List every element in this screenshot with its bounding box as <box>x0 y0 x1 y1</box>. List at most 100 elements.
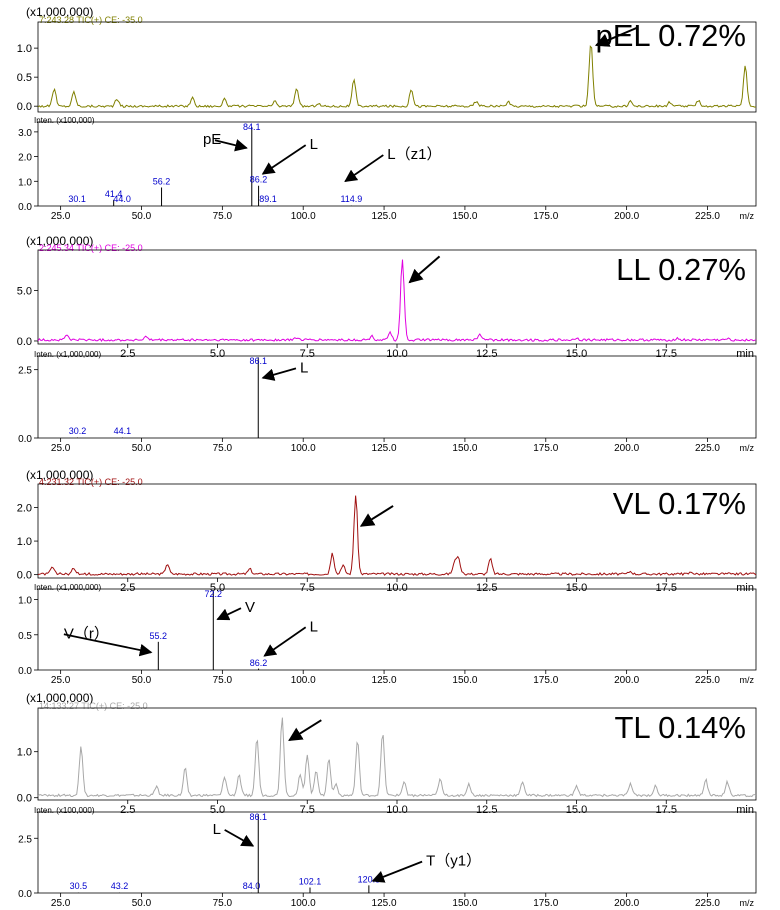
peptide-label: pEL 0.72% <box>595 18 746 53</box>
peak-label: 44.0 <box>113 194 131 204</box>
x-tick-label: 7.5 <box>300 804 315 816</box>
x-tick-label: 17.5 <box>656 804 677 816</box>
x-tick-label: 5.0 <box>210 348 225 360</box>
spec-x-tick-label: 200.0 <box>614 898 639 909</box>
spec-x-tick-label: 150.0 <box>452 443 477 454</box>
peak-label: 41.4 <box>105 189 123 199</box>
peak-arrow <box>288 719 322 742</box>
peak-label: 86.2 <box>250 658 268 668</box>
spectrum-frame <box>37 121 757 207</box>
fragment-arrow <box>263 626 307 657</box>
spectrum-frame <box>37 811 757 894</box>
peak-label: 84.0 <box>243 881 261 891</box>
peak-label: 30.1 <box>68 194 86 204</box>
x-tick-label: 15.0 <box>566 582 587 594</box>
chromatogram-trace <box>37 495 757 576</box>
x-tick-label: 2.5 <box>120 348 135 360</box>
spec-x-tick-label: 25.0 <box>51 675 71 686</box>
trace-header: 14:133.27 TIC(+) CE: -25.0 <box>39 701 148 711</box>
peak-label: 44.1 <box>114 426 132 436</box>
peak-label: 86.2 <box>250 175 268 185</box>
x-tick-label: 5.0 <box>210 804 225 816</box>
spec-x-tick-label: 125.0 <box>372 675 397 686</box>
peak-label: 43.2 <box>111 881 129 891</box>
fragment-arrow <box>344 154 384 183</box>
x-tick-label: 17.5 <box>656 582 677 594</box>
peak-label: 86.1 <box>249 812 267 822</box>
spec-x-tick-label: 50.0 <box>132 211 152 222</box>
spec-x-tick-label: 50.0 <box>132 675 152 686</box>
spec-x-tick-label: 150.0 <box>452 898 477 909</box>
spec-x-tick-label: 100.0 <box>291 443 316 454</box>
chromatogram-trace <box>37 717 757 798</box>
peak-label: 114.9 <box>340 194 362 204</box>
peak-arrow <box>359 505 394 527</box>
scale-label: (x1,000,000) <box>26 5 93 19</box>
spec-x-tick-label: 50.0 <box>132 898 152 909</box>
spec-y-tick-label: 0.0 <box>18 434 32 445</box>
fragment-arrow <box>224 829 255 847</box>
x-tick-label: 2.5 <box>120 582 135 594</box>
fragment-annotation: T（y1） <box>426 853 481 870</box>
peptide-label: VL 0.17% <box>613 486 746 521</box>
x-tick-label: 10.0 <box>386 804 407 816</box>
peak-label: 72.2 <box>205 589 223 599</box>
peak-label: 120.3 <box>358 874 381 884</box>
peak-label: 89.1 <box>259 194 277 204</box>
peak-arrow <box>408 255 441 284</box>
peak-label: 84.1 <box>243 122 261 132</box>
x-tick-label: 17.5 <box>656 348 677 360</box>
y-tick-label: 5.0 <box>17 285 32 297</box>
scale-label: (x1,000,000) <box>26 691 93 705</box>
chromatogram-trace <box>37 259 757 343</box>
fragment-arrow <box>261 367 297 381</box>
x-unit-label: min <box>736 804 754 816</box>
x-tick-label: 10.0 <box>386 348 407 360</box>
spec-y-tick-label: 0.0 <box>18 889 32 900</box>
peak-label: 102.1 <box>299 877 322 887</box>
spec-y-tick-label: 2.0 <box>18 153 32 164</box>
spec-x-tick-label: 200.0 <box>614 211 639 222</box>
y-tick-label: 0.0 <box>17 793 32 805</box>
spec-x-tick-label: 125.0 <box>372 898 397 909</box>
x-tick-label: 15.0 <box>566 348 587 360</box>
panel-2: (x1,000,000)2:245.34 TIC(+) CE: -25.0 0.0… <box>17 234 757 454</box>
spec-x-tick-label: 100.0 <box>291 898 316 909</box>
spec-x-tick-label: 100.0 <box>291 675 316 686</box>
y-tick-label: 0.0 <box>17 101 32 113</box>
spec-y-tick-label: 0.0 <box>18 202 32 213</box>
scale-label: (x1,000,000) <box>26 234 93 248</box>
trace-header: 7:243.28 TIC(+) CE: -35.0 <box>39 15 143 25</box>
y-tick-label: 0.5 <box>17 72 32 84</box>
spec-y-tick-label: 2.5 <box>18 834 32 845</box>
fragment-arrow <box>216 607 242 621</box>
x-tick-label: 15.0 <box>566 804 587 816</box>
fragment-arrow <box>214 139 248 152</box>
x-tick-label: 2.5 <box>120 804 135 816</box>
peptide-label: TL 0.14% <box>614 710 746 745</box>
x-unit-label: min <box>736 582 754 594</box>
spec-y-tick-label: 0.0 <box>18 666 32 677</box>
spec-x-tick-label: 150.0 <box>452 675 477 686</box>
spec-x-tick-label: 225.0 <box>695 898 720 909</box>
spec-y-tick-label: 1.0 <box>18 596 32 607</box>
y-tick-label: 1.0 <box>17 747 32 759</box>
spec-x-unit: m/z <box>740 443 755 453</box>
fragment-annotation: L <box>300 359 308 376</box>
spec-x-tick-label: 200.0 <box>614 675 639 686</box>
fragment-annotation: L <box>310 136 318 153</box>
intensity-label: Inten. (x100,000) <box>34 806 95 815</box>
spec-x-tick-label: 200.0 <box>614 443 639 454</box>
trace-header: 4:231.32 TIC(+) CE: -25.0 <box>39 477 143 487</box>
spec-x-tick-label: 25.0 <box>51 898 71 909</box>
peak-label: 86.1 <box>249 356 267 366</box>
intensity-label: Inten. (x100,000) <box>34 116 95 125</box>
x-tick-label: 7.5 <box>300 348 315 360</box>
fragment-annotation: L <box>213 821 221 838</box>
spec-x-tick-label: 225.0 <box>695 211 720 222</box>
fragment-arrow <box>261 144 307 175</box>
spec-x-unit: m/z <box>740 211 755 221</box>
spec-x-tick-label: 175.0 <box>533 675 558 686</box>
y-tick-label: 1.0 <box>17 43 32 55</box>
